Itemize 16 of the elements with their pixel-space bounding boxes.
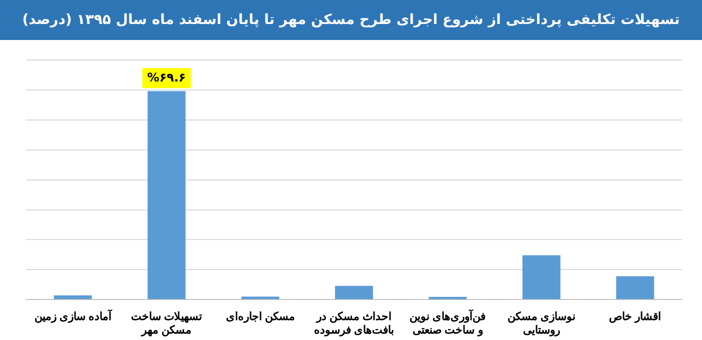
bar bbox=[335, 286, 373, 300]
chart-title: تسهیلات تکلیفی پرداختی از شروع اجرای طرح مسکن مهر تا پایان اسفند ماه سال ۱۳۹۵ (درصد) bbox=[0, 0, 702, 40]
bar bbox=[54, 295, 92, 300]
x-tick-label: فن‌آوری‌های نوین و ساخت صنعتی bbox=[410, 309, 486, 336]
bar bbox=[148, 91, 186, 300]
bar bbox=[241, 296, 280, 300]
data-label: %۶۹.۶ bbox=[147, 70, 186, 84]
x-tick-label: احداث مسکن در بافت‌های فرسوده bbox=[314, 311, 394, 336]
bar bbox=[616, 276, 654, 300]
bar bbox=[522, 255, 560, 300]
x-tick-label: نوسازی مسکن روستایی bbox=[507, 311, 576, 336]
bar bbox=[428, 296, 467, 300]
x-tick-label: اقشار خاص bbox=[609, 311, 662, 324]
x-tick-label: آماده سازی زمین bbox=[34, 309, 112, 324]
x-tick-label: مسکن اجاره‌ای bbox=[226, 311, 295, 324]
x-tick-label: تسهیلات ساخت مسکن مهر bbox=[131, 311, 202, 336]
